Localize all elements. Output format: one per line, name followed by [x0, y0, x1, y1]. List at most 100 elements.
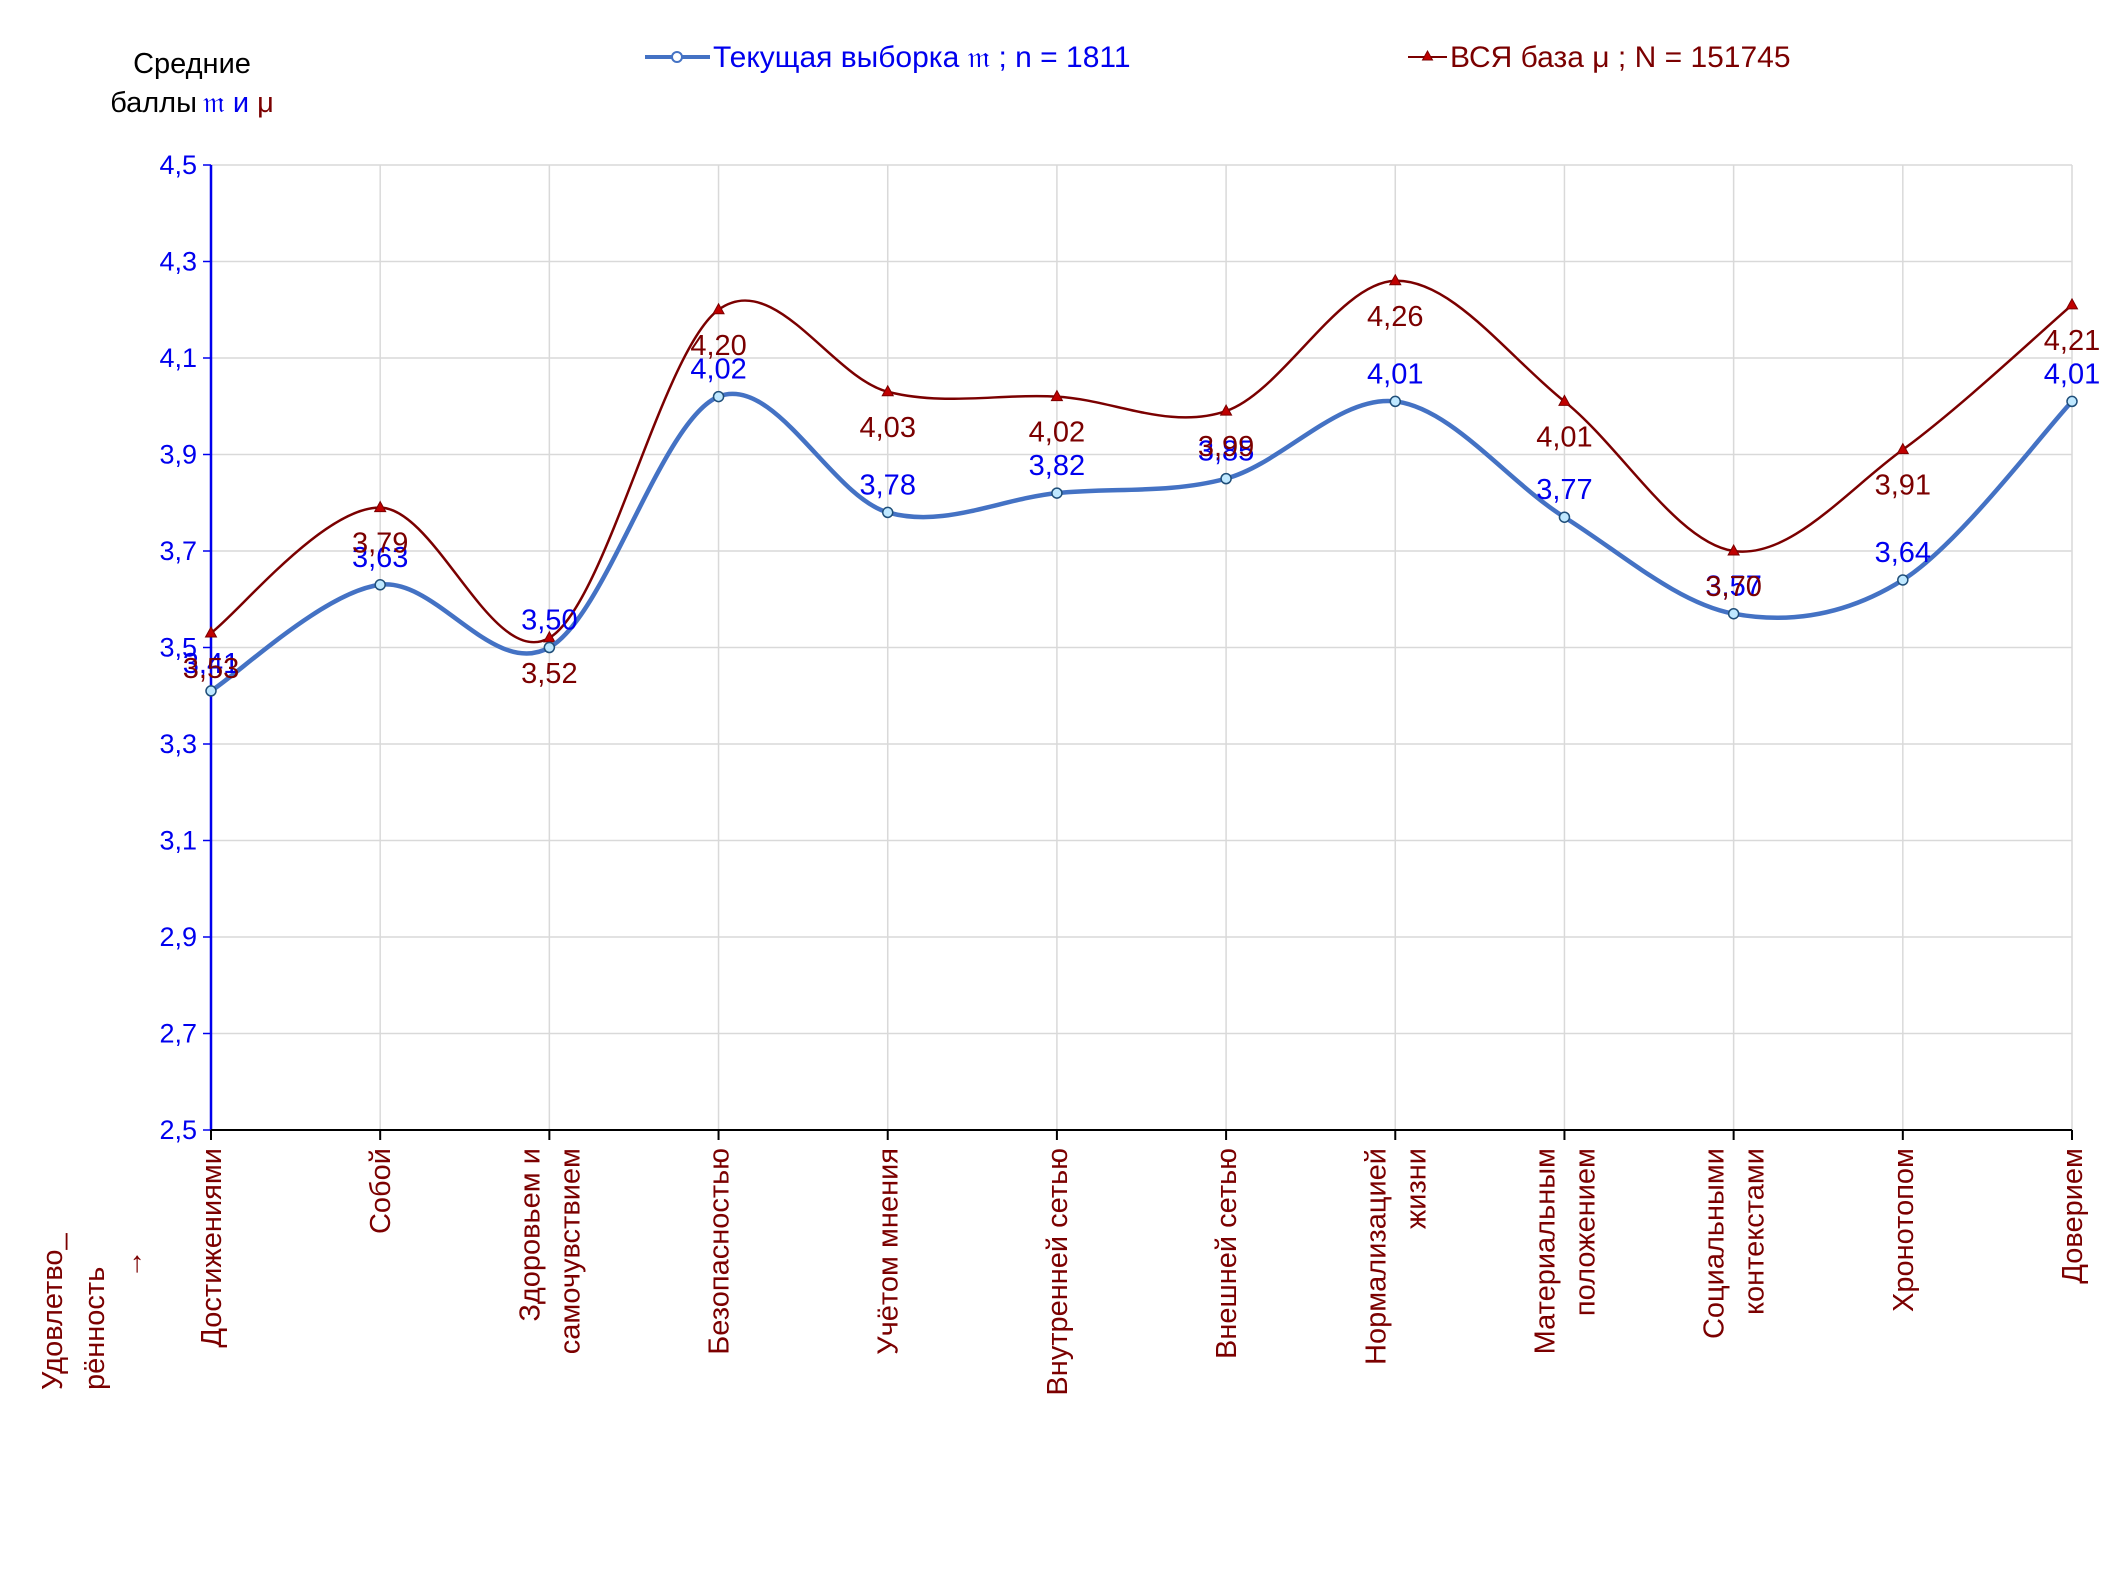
category-label-line: Достижениями	[196, 1148, 228, 1348]
x-hint-arrow: →	[117, 1250, 149, 1279]
data-point	[373, 500, 387, 513]
data-label-sample: 3,85	[1198, 436, 1254, 468]
data-point	[712, 302, 725, 315]
y-tick-label: 3,1	[159, 826, 197, 856]
x-axis-hint: Удовлетво_ рённость →	[37, 1232, 149, 1390]
data-point	[2066, 395, 2078, 408]
data-label-base: 3,99	[1198, 431, 1254, 463]
y-title-line-2: баллы 𝔪 и μ	[110, 87, 274, 119]
category-label: Хронотопом	[1888, 1148, 1920, 1312]
category-label: Учётом мнения	[873, 1148, 905, 1355]
legend: Текущая выборка 𝔪 ; n = 1811 ВСЯ база μ …	[645, 41, 1791, 74]
y-title-word: баллы	[110, 87, 197, 119]
category-label-line: Безопасностью	[704, 1148, 736, 1355]
y-title-symbol-base: μ	[257, 87, 274, 119]
y-tick-label: 2,9	[159, 922, 197, 952]
y-tick-label: 4,5	[159, 150, 197, 180]
series-line	[209, 391, 2074, 693]
data-point	[1220, 472, 1232, 485]
y-tick-label: 3,3	[159, 729, 197, 759]
category-label-line: Внутренней сетью	[1042, 1148, 1074, 1396]
y-title-symbol-sample: 𝔪	[203, 87, 225, 119]
data-point	[374, 579, 386, 591]
data-point	[1051, 487, 1063, 499]
data-label-base: 4,21	[2044, 325, 2100, 357]
category-label-line: положением	[1569, 1148, 1601, 1316]
legend-label-sample: Текущая выборка 𝔪 ; n = 1811	[713, 41, 1131, 74]
category-label-line: самочувствием	[554, 1148, 586, 1354]
data-label-base: 4,20	[690, 330, 746, 362]
data-label-sample: 3,77	[1536, 474, 1592, 506]
category-label: Достижениями	[196, 1148, 228, 1348]
series-sample	[205, 390, 2078, 697]
data-point	[1558, 511, 1571, 523]
data-point	[1896, 442, 1910, 455]
category-label-line: Учётом мнения	[873, 1148, 905, 1355]
data-label-base: 4,26	[1367, 301, 1423, 333]
data-label-base: 4,02	[1029, 417, 1085, 449]
data-label-sample: 3,78	[860, 469, 916, 501]
category-label: Внешней сетью	[1211, 1148, 1243, 1359]
data-label-base: 3,91	[1875, 470, 1931, 502]
data-point	[1389, 395, 1402, 408]
category-label: Собой	[365, 1148, 397, 1234]
data-point	[712, 390, 725, 403]
data-point	[881, 384, 895, 397]
data-label-base: 3,70	[1705, 571, 1761, 603]
legend-marker-sample	[671, 51, 683, 63]
category-label-line: Материальным	[1529, 1148, 1561, 1354]
data-label-base: 4,03	[860, 412, 916, 444]
legend-marker-base	[1421, 49, 1434, 61]
data-label-base: 3,79	[352, 528, 408, 560]
y-tick-label: 3,9	[159, 440, 197, 470]
category-label-line: Собой	[365, 1148, 397, 1234]
y-tick-label: 4,1	[159, 343, 197, 373]
y-tick-label: 3,7	[159, 536, 197, 566]
category-label: Внутренней сетью	[1042, 1148, 1074, 1396]
category-label-line: Доверием	[2057, 1148, 2089, 1284]
data-label-sample: 3,57	[1705, 571, 1761, 603]
data-label-sample: 3,63	[352, 542, 408, 574]
data-label-base: 3,52	[521, 658, 577, 690]
y-tick-label: 2,7	[159, 1019, 197, 1049]
x-category-labels: Достижениями Собой Здоровьем и самочувствие…	[196, 1148, 2089, 1396]
y-axis-title: Средние баллы 𝔪 и μ	[110, 48, 274, 119]
data-label-base: 3,53	[183, 653, 239, 685]
data-label-sample: 4,01	[1367, 358, 1423, 390]
y-title-and: и	[225, 87, 257, 119]
data-point	[881, 506, 894, 519]
data-label-sample: 3,41	[183, 648, 239, 680]
data-point	[1727, 607, 1740, 620]
data-label-sample: 4,01	[2044, 358, 2100, 390]
data-point	[1388, 273, 1402, 286]
data-label-sample: 3,64	[1875, 537, 1931, 569]
category-label: Нормализацией жизни	[1360, 1148, 1432, 1365]
y-tick-labels: 2,5 2,7 2,9 3,1 3,3 3,5 3,7 3,9 4,1 4,3 4,5	[159, 150, 197, 1145]
x-hint-line-1: Удовлетво_	[37, 1232, 69, 1390]
category-label-line: Социальными	[1699, 1148, 1731, 1339]
data-point	[1558, 394, 1571, 406]
data-point	[1897, 574, 1909, 586]
gridlines	[211, 164, 2073, 1130]
data-point	[204, 625, 218, 638]
y-title-line-1: Средние	[133, 48, 251, 80]
data-label-sample: 3,50	[521, 605, 577, 637]
category-label: Здоровьем и самочувствием	[514, 1148, 586, 1354]
x-hint-line-2: рённость	[79, 1267, 111, 1390]
y-tick-label: 3,5	[159, 633, 197, 663]
category-label: Безопасностью	[704, 1148, 736, 1355]
y-tick-label: 4,3	[159, 247, 197, 277]
category-label-line: Хронотопом	[1888, 1148, 1920, 1312]
data-labels: 3,413,533,633,793,503,524,024,203,784,03…	[183, 301, 2100, 690]
category-label: Доверием	[2057, 1148, 2089, 1284]
data-point	[1727, 543, 1740, 556]
axes	[203, 164, 2073, 1140]
data-label-sample: 3,82	[1029, 450, 1085, 482]
data-point	[543, 641, 556, 654]
legend-item-sample: Текущая выборка 𝔪 ; n = 1811	[645, 41, 1131, 74]
category-label-line: жизни	[1400, 1148, 1432, 1229]
data-label-sample: 4,02	[690, 354, 746, 386]
y-tick-label: 2,5	[159, 1115, 197, 1145]
data-point	[1219, 404, 1233, 416]
series-base	[204, 273, 2079, 644]
